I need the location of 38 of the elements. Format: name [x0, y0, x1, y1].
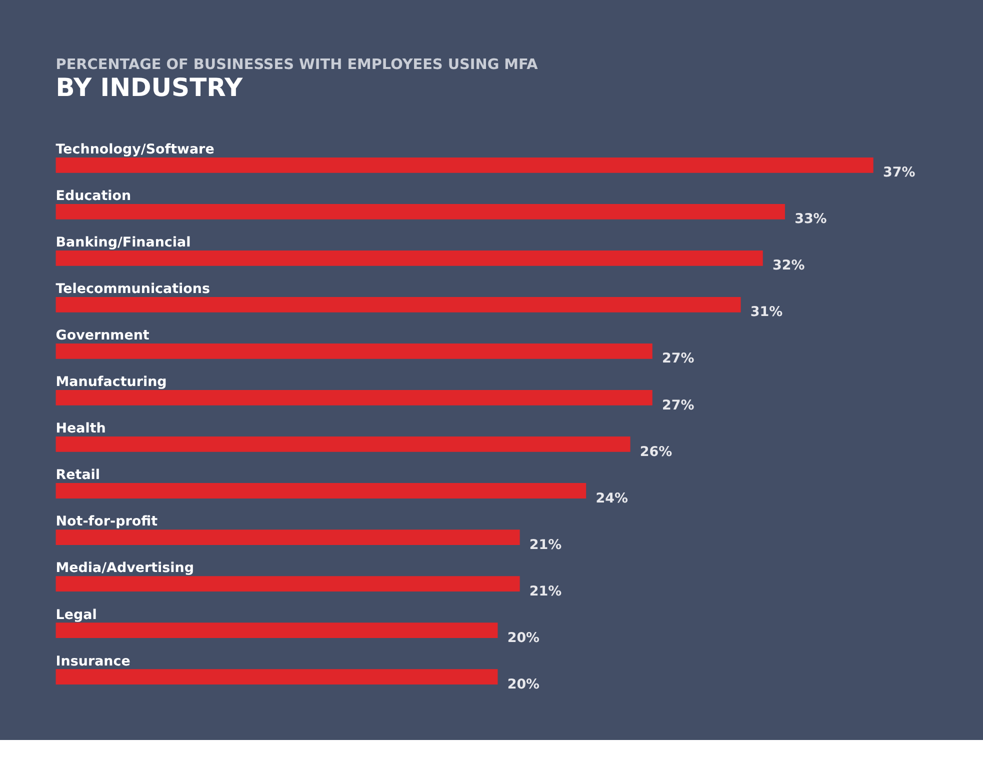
data-label: 32% — [772, 258, 806, 274]
bar — [56, 296, 741, 312]
data-label: 21% — [529, 538, 562, 553]
y-tick-label: Insurance — [56, 654, 130, 670]
y-tick-label: Media/Advertising — [56, 561, 194, 576]
y-tick-label: Not-for-profit — [56, 514, 158, 530]
y-tick-label: Telecommunications — [56, 282, 210, 298]
bar — [56, 250, 763, 266]
y-tick-label: Education — [56, 189, 132, 204]
data-label: 24% — [596, 491, 628, 506]
y-tick-label: Retail — [56, 468, 100, 484]
data-label: 31% — [750, 305, 784, 320]
data-label: 21% — [529, 584, 562, 600]
chart-subtitle: BY INDUSTRY — [56, 72, 244, 102]
bar — [56, 390, 652, 406]
bar — [56, 669, 498, 685]
data-label: 26% — [640, 444, 673, 460]
data-label: 27% — [662, 352, 695, 367]
y-tick-label: Manufacturing — [56, 375, 167, 390]
bar — [56, 530, 520, 545]
data-label: 20% — [507, 630, 540, 646]
chart-title: PERCENTAGE OF BUSINESSES WITH EMPLOYEES USING MFA — [56, 56, 539, 73]
bar — [56, 204, 785, 220]
bar — [56, 157, 874, 173]
y-tick-label: Technology/Software — [56, 142, 214, 158]
y-tick-label: Government — [56, 328, 150, 344]
data-label: 20% — [507, 677, 540, 692]
bar — [56, 344, 652, 359]
bar — [56, 622, 498, 638]
bar — [56, 576, 520, 592]
data-label: 33% — [794, 212, 828, 228]
bar — [56, 483, 586, 498]
y-tick-label: Banking/Financial — [56, 236, 191, 251]
bar — [56, 436, 630, 452]
data-label: 37% — [882, 166, 916, 181]
data-label: 27% — [662, 398, 695, 414]
y-tick-label: Legal — [56, 608, 97, 623]
y-tick-label: Health — [56, 422, 106, 437]
